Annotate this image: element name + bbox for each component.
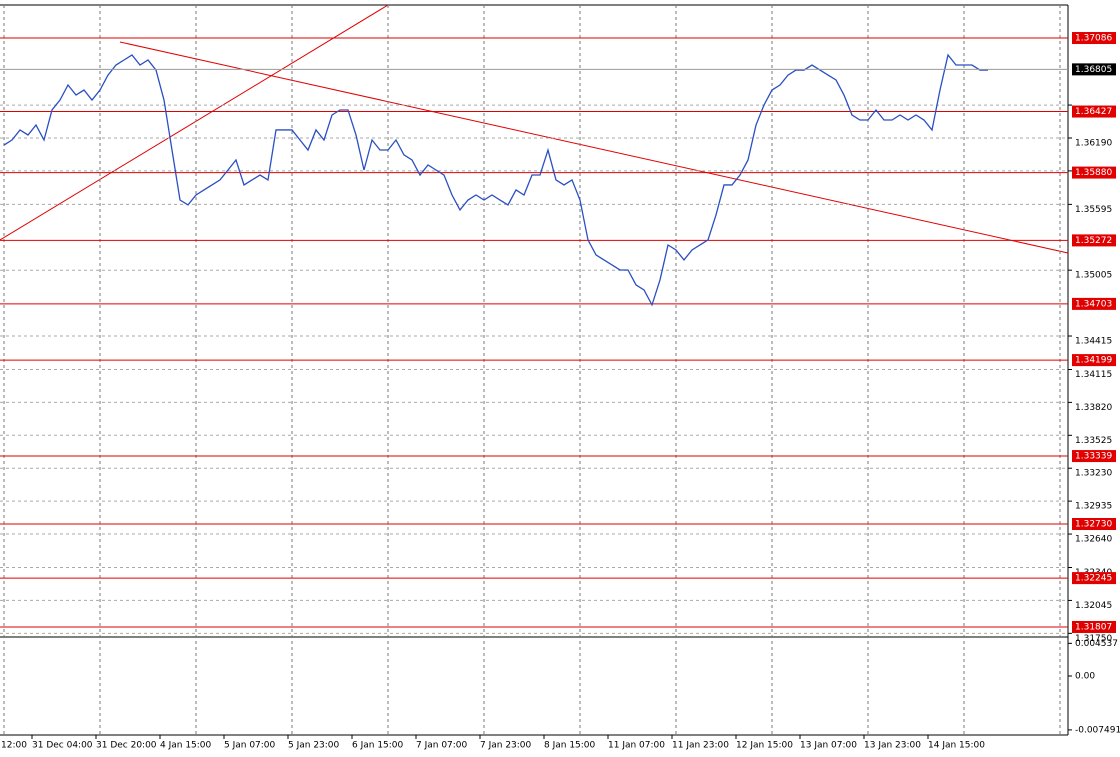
price-level-box bbox=[1072, 572, 1116, 585]
x-tick-label: 14 Jan 15:00 bbox=[928, 741, 985, 751]
y-tick-label: 1.34415 bbox=[1075, 337, 1112, 347]
y-tick-label: 1.36190 bbox=[1075, 138, 1112, 148]
y-tick-label: 1.31750 bbox=[1075, 634, 1112, 644]
price-level-label: 1.34199 bbox=[1075, 356, 1112, 366]
y-tick-label: 1.32640 bbox=[1075, 535, 1112, 545]
x-tick-label: 6 Jan 15:00 bbox=[352, 741, 404, 751]
price-line bbox=[3, 53, 988, 307]
x-tick-label: 31 Dec 04:00 bbox=[32, 741, 93, 751]
price-level-label: 1.32730 bbox=[1075, 520, 1112, 530]
x-tick-label: 31 Dec 20:00 bbox=[96, 741, 157, 751]
price-level-label: 1.32245 bbox=[1075, 574, 1112, 584]
price-level-box bbox=[1072, 105, 1116, 118]
y-tick-label: 1.34115 bbox=[1075, 370, 1112, 380]
x-tick-label: 5 Jan 23:00 bbox=[288, 741, 340, 751]
y-tick-label: 1.33525 bbox=[1075, 436, 1112, 446]
trend-line bbox=[0, 4, 389, 241]
price-level-label: 1.36427 bbox=[1075, 107, 1112, 117]
y-tick-label: 1.35005 bbox=[1075, 271, 1112, 281]
x-tick-label: 12:00 bbox=[1, 741, 27, 751]
x-tick-label: 11 Jan 23:00 bbox=[672, 741, 729, 751]
price-level-box bbox=[1072, 518, 1116, 531]
price-level-label: 1.35272 bbox=[1075, 236, 1112, 246]
y-tick-label: 1.35595 bbox=[1075, 205, 1112, 215]
price-level-box bbox=[1072, 234, 1116, 247]
price-level-label: 1.35880 bbox=[1075, 168, 1112, 178]
price-level-box bbox=[1072, 620, 1116, 633]
price-level-label: 1.37086 bbox=[1075, 34, 1112, 44]
price-level-label: 1.33339 bbox=[1075, 452, 1112, 462]
price-level-box bbox=[1072, 32, 1116, 45]
x-tick-label: 8 Jan 15:00 bbox=[544, 741, 596, 751]
indicator-y-tick-label: 0.00 bbox=[1075, 671, 1095, 681]
current-price-box bbox=[1072, 63, 1116, 76]
x-tick-label: 4 Jan 15:00 bbox=[160, 741, 212, 751]
price-level-box bbox=[1072, 297, 1116, 310]
price-level-box bbox=[1072, 354, 1116, 367]
price-level-label: 1.34703 bbox=[1075, 299, 1112, 309]
y-tick-label: 1.33230 bbox=[1075, 469, 1112, 479]
x-tick-label: 7 Jan 07:00 bbox=[416, 741, 468, 751]
y-tick-label: 1.32045 bbox=[1075, 601, 1112, 611]
x-tick-label: 7 Jan 23:00 bbox=[480, 741, 532, 751]
price-level-label: 1.31807 bbox=[1075, 622, 1112, 632]
price-level-box bbox=[1072, 450, 1116, 463]
x-tick-label: 13 Jan 07:00 bbox=[800, 741, 857, 751]
indicator-y-tick-label: 0.004537 bbox=[1075, 639, 1118, 649]
x-tick-label: 13 Jan 23:00 bbox=[864, 741, 921, 751]
x-tick-label: 5 Jan 07:00 bbox=[224, 741, 276, 751]
trend-line bbox=[119, 41, 1069, 254]
y-tick-label: 1.33820 bbox=[1075, 403, 1112, 413]
y-tick-label: 1.32935 bbox=[1075, 502, 1112, 512]
x-tick-label: 11 Jan 07:00 bbox=[608, 741, 665, 751]
x-tick-label: 12 Jan 15:00 bbox=[736, 741, 793, 751]
indicator-y-tick-label: -0.007491 bbox=[1075, 725, 1120, 735]
price-level-box bbox=[1072, 166, 1116, 179]
current-price-label: 1.36805 bbox=[1075, 65, 1112, 75]
